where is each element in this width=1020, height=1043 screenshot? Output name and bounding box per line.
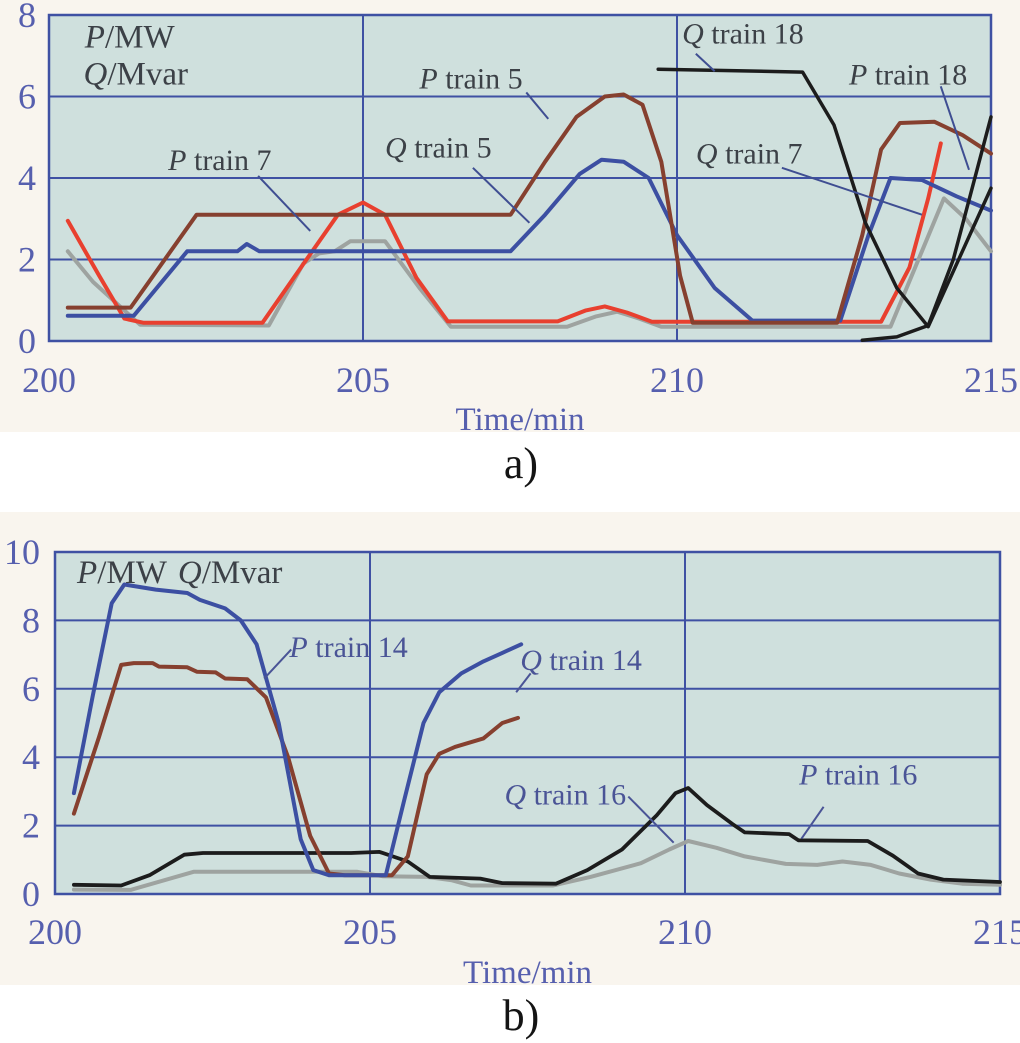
- y-tick-label: 2: [18, 240, 36, 280]
- y-tick-label: 4: [22, 737, 40, 777]
- x-tick-label: 200: [22, 360, 76, 400]
- p-train-14-label: P train 14: [288, 631, 407, 664]
- x-tick-label: 215: [964, 360, 1018, 400]
- x-tick-label: 205: [343, 912, 397, 952]
- p-train-16-label: P train 16: [798, 759, 917, 792]
- q-train-14-leader-line: [515, 672, 532, 693]
- chart-b-caption: b): [502, 991, 540, 1040]
- q-train-16-leader-line: [627, 795, 675, 844]
- p-train-16-line: [72, 786, 1002, 888]
- q-train-18-label: Q train 18: [682, 18, 804, 51]
- p-train-7-leader-line: [257, 175, 311, 232]
- q-train-5-leader-line: [472, 167, 531, 224]
- y-tick-label: 6: [22, 669, 40, 709]
- x-tick-label: 205: [336, 360, 390, 400]
- q-train-7-leader-line: [781, 166, 923, 216]
- q-train-7-label: Q train 7: [696, 138, 803, 171]
- q-train-5-line: [65, 157, 993, 323]
- p-train-18-line: [860, 115, 993, 342]
- x-axis-title: Time/min: [463, 955, 592, 991]
- y-tick-label: 0: [22, 874, 40, 914]
- p-train-5-leader-line: [525, 91, 550, 120]
- p-train-14-line: [71, 582, 524, 878]
- q-train-5-label: Q train 5: [385, 132, 492, 165]
- q-train-18-leader-line: [695, 52, 716, 72]
- plot-border: [53, 550, 1002, 896]
- chart-b: P/MW Q/Mvar P train 14 Q train 14 Q train 16…: [4, 532, 1020, 991]
- chart-a: P/MWQ/Mvar P train 7 P train 5 Q train 5 Q t…: [18, 0, 1018, 438]
- y-tick-label: 6: [18, 77, 36, 117]
- p-train-5-label: P train 5: [418, 62, 522, 95]
- p-train-7-line: [65, 141, 943, 325]
- p-mw-label: P/MW: [76, 555, 168, 591]
- plot-area: [55, 552, 1000, 894]
- x-tick-label: 215: [973, 912, 1020, 952]
- q-mvar-label: Q/Mvar: [178, 555, 283, 591]
- q-mvar-label: Q/Mvar: [84, 56, 189, 92]
- q-train-14-label: Q train 14: [520, 644, 642, 677]
- p-train-14-leader-line: [263, 648, 292, 680]
- p-train-16-leader-line: [800, 806, 825, 840]
- x-tick-label: 210: [658, 912, 712, 952]
- p-train-18-leader-line: [939, 85, 970, 171]
- y-tick-label: 8: [22, 600, 40, 640]
- p-train-7-label: P train 7: [167, 144, 271, 177]
- q-train-14-line: [71, 661, 520, 878]
- y-tick-label: 0: [18, 321, 36, 361]
- y-tick-label: 2: [22, 806, 40, 846]
- x-tick-label: 200: [28, 912, 82, 952]
- p-mw-label: P/MW: [84, 20, 176, 56]
- y-tick-label: 8: [18, 0, 36, 35]
- y-tick-label: 4: [18, 158, 36, 198]
- p-train-5-line: [65, 92, 993, 325]
- p-train-18-label: P train 18: [848, 58, 967, 91]
- y-tick-label: 10: [4, 532, 40, 572]
- x-tick-label: 210: [650, 360, 704, 400]
- x-axis-title: Time/min: [456, 402, 585, 438]
- q-train-16-label: Q train 16: [504, 778, 626, 811]
- plot-border: [47, 13, 993, 343]
- chart-a-caption: a): [503, 439, 539, 488]
- q-train-7-line: [65, 196, 993, 329]
